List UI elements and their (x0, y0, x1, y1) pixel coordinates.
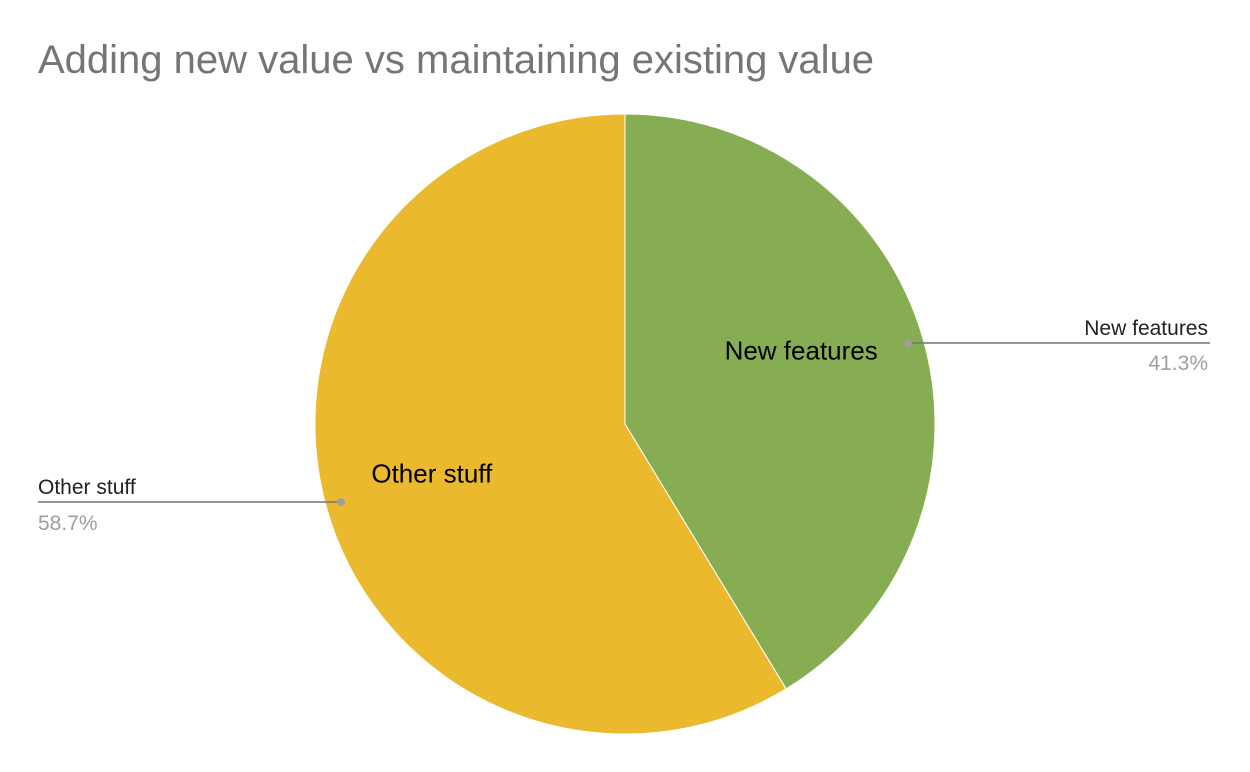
slices-layer (314, 113, 936, 735)
pie-slice-other-stuff (314, 113, 787, 735)
pie-slice-new-features (624, 113, 936, 690)
leader-dot-new-features (904, 339, 912, 347)
callout-percent-new-features: 41.3% (1148, 352, 1208, 375)
slice-label-new-features: New features (725, 336, 878, 366)
callout-percent-other-stuff: 58.7% (38, 512, 98, 535)
labels-layer: New features Other stuff New features 41.3%… (38, 317, 1210, 535)
leader-dot-other-stuff (337, 498, 345, 506)
slice-label-other-stuff: Other stuff (371, 459, 493, 489)
callout-label-new-features: New features (1084, 317, 1208, 340)
callout-label-other-stuff: Other stuff (38, 476, 136, 499)
chart-title: Adding new value vs maintaining existing… (38, 38, 875, 82)
